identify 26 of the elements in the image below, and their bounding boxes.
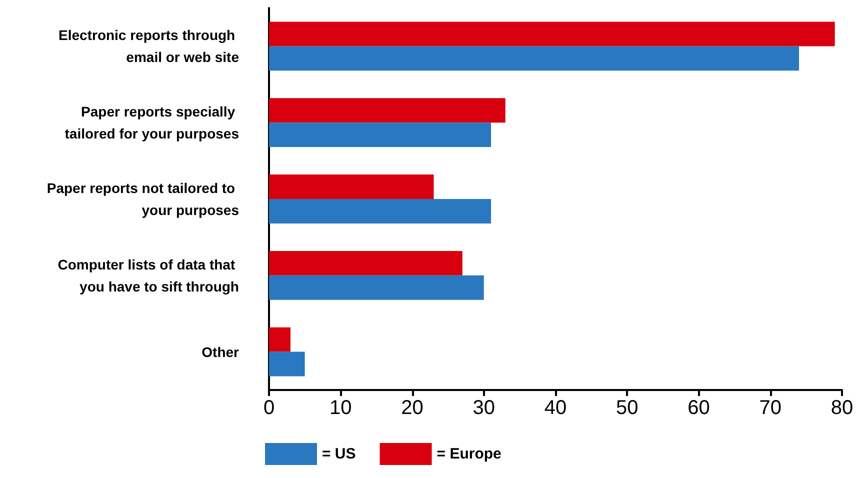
x-tick-label: 40: [544, 397, 567, 419]
bar: [269, 250, 462, 276]
y-tick-label: Other: [202, 344, 240, 360]
y-tick-label: Computer lists of data that you have to sift through: [58, 256, 239, 294]
x-tick-label: 80: [830, 397, 854, 419]
y-tick-label: Paper reports specially tailored for your purposes: [64, 104, 240, 142]
x-tick-label: 60: [688, 397, 710, 419]
bar: [269, 98, 506, 123]
x-tick-label: 10: [330, 397, 352, 419]
bar: [269, 122, 492, 148]
bar: [269, 275, 484, 300]
y-tick-label: Paper reports not tailored to your purposes: [46, 180, 240, 218]
bar: [269, 352, 305, 376]
legend-label: = Europe: [436, 446, 502, 462]
bar: [269, 22, 835, 46]
bar: [269, 199, 492, 224]
x-tick-label: 0: [263, 397, 275, 419]
y-tick-label: Electronic reports through email or web site: [58, 27, 240, 66]
bar: [269, 327, 290, 352]
x-tick-label: 70: [759, 397, 782, 419]
x-tick-label: 20: [401, 397, 424, 419]
legend-label: = US: [322, 446, 356, 462]
bar: [269, 46, 800, 71]
bar: [269, 174, 434, 199]
x-tick-label: 50: [616, 397, 638, 419]
x-tick-label: 30: [472, 397, 495, 419]
